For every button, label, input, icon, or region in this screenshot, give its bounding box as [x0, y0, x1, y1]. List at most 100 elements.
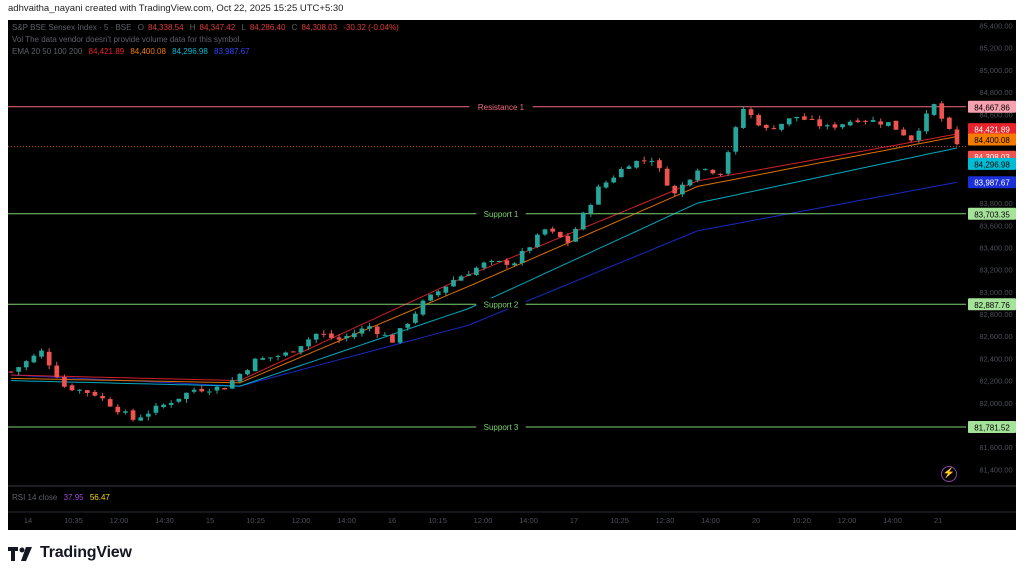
candle-body — [824, 125, 830, 127]
candle-body — [16, 367, 21, 372]
candle-body — [489, 260, 494, 262]
candle-body — [657, 160, 662, 169]
legend-high-key: H — [189, 23, 196, 32]
x-tick-label: 10:35 — [64, 516, 83, 525]
legend-change: -30.32 (-0.04%) — [343, 23, 399, 32]
candle-body — [802, 116, 807, 120]
x-tick-label: 15 — [206, 516, 214, 525]
candle-body — [306, 339, 311, 347]
candle-body — [275, 355, 281, 357]
ema200-line — [10, 181, 958, 387]
legend-low: 84,286.40 — [249, 23, 286, 32]
candle-body — [245, 370, 250, 375]
candle-body — [840, 124, 845, 128]
axis-price-label: 84,296.98 — [968, 157, 1016, 170]
candle-body — [557, 231, 563, 238]
lightning-icon[interactable]: ⚡ — [941, 466, 957, 482]
candle-body — [870, 120, 876, 122]
candle-body — [458, 276, 464, 281]
candle-body — [298, 346, 304, 353]
candle-body — [260, 358, 266, 360]
candle-body — [626, 166, 632, 169]
candle-body — [428, 294, 433, 301]
y-tick-label: 83,200.00 — [979, 266, 1012, 275]
y-tick-label: 83,600.00 — [979, 221, 1012, 230]
axis-price-label-text: 84,400.08 — [974, 136, 1010, 145]
level-label: Resistance 1 — [478, 103, 525, 112]
y-tick-label: 81,600.00 — [979, 443, 1012, 452]
axis-price-label: 84,400.08 — [968, 133, 1016, 146]
candle-body — [466, 274, 472, 276]
y-tick-label: 85,000.00 — [979, 66, 1012, 75]
candle-body — [382, 334, 388, 336]
candle-body — [229, 380, 235, 389]
rsi-value: 37.95 — [63, 493, 84, 502]
x-tick-label: 12:00 — [292, 516, 311, 525]
candle-body — [954, 129, 960, 145]
x-tick-label: 14:00 — [701, 516, 720, 525]
candle-body — [535, 234, 540, 247]
candle-body — [184, 392, 189, 399]
candle-body — [390, 334, 395, 343]
candle-body — [817, 119, 823, 127]
candle-body — [84, 390, 90, 393]
legend-ema50: 84,400.08 — [130, 47, 166, 56]
level-price-label-text: 84,667.86 — [974, 103, 1010, 112]
candle-body — [336, 337, 342, 340]
candle-body — [496, 260, 502, 262]
y-tick-label: 84,800.00 — [979, 88, 1012, 97]
candle-body — [115, 406, 121, 413]
candle-body — [39, 350, 44, 357]
level-label: Support 2 — [484, 300, 519, 309]
candle-body — [893, 120, 899, 130]
candle-body — [168, 403, 174, 405]
candle-body — [702, 168, 708, 170]
x-tick-label: 10:20 — [792, 516, 811, 525]
candle-body — [374, 326, 380, 335]
y-tick-label: 84,600.00 — [979, 110, 1012, 119]
axis-price-label-bg — [968, 176, 1016, 189]
candle-body — [290, 351, 296, 353]
candle-body — [92, 391, 98, 396]
candle-body — [397, 328, 403, 343]
candle-body — [481, 262, 487, 268]
candle-body — [527, 247, 533, 251]
candle-body — [885, 122, 891, 126]
chart-frame[interactable]: 85,400.00 85,200.00 85,000.00 84,800.00 84,6… — [8, 20, 1016, 530]
candle-body — [794, 116, 800, 119]
legend-ema100: 84,296.98 — [172, 47, 208, 56]
candle-body — [565, 235, 571, 243]
ema20-line — [10, 133, 958, 382]
candle-body — [107, 399, 113, 407]
candle-body — [123, 411, 128, 413]
candle-body — [756, 115, 761, 126]
level-price-label-bg — [968, 100, 1016, 113]
price-chart[interactable]: 85,400.00 85,200.00 85,000.00 84,800.00 84,6… — [8, 20, 1016, 530]
candle-body — [550, 228, 556, 232]
candle-body — [145, 413, 151, 417]
candle-body — [412, 313, 418, 323]
candle-body — [542, 229, 548, 235]
candle-body — [237, 373, 243, 382]
level-price-label: 82,887.76 — [968, 298, 1016, 311]
x-tick-label: 14 — [24, 516, 32, 525]
legend-line-symbol: S&P BSE Sensex Index · 5 · BSE O 84,338.5… — [12, 23, 403, 32]
level-price-label: 81,781.52 — [968, 421, 1016, 434]
candle-body — [443, 286, 449, 293]
candle-body — [451, 279, 456, 287]
x-tick-label: 16 — [388, 516, 396, 525]
y-tick-label: 83,800.00 — [979, 199, 1012, 208]
candle-body — [8, 371, 14, 373]
axis-price-label: 83,987.67 — [968, 176, 1016, 189]
candle-body — [832, 124, 838, 128]
level-price-label: 83,703.35 — [968, 207, 1016, 220]
candle-body — [733, 127, 739, 152]
level-price-label-bg — [968, 207, 1016, 220]
candle-body — [176, 398, 182, 402]
candle-body — [672, 185, 678, 194]
x-tick-label: 14:00 — [337, 516, 356, 525]
candle-body — [435, 291, 441, 296]
legend-ema: EMA 20 50 100 200 84,421.89 84,400.08 84… — [12, 47, 254, 56]
candle-body — [222, 388, 227, 390]
y-tick-label: 81,400.00 — [979, 465, 1012, 474]
